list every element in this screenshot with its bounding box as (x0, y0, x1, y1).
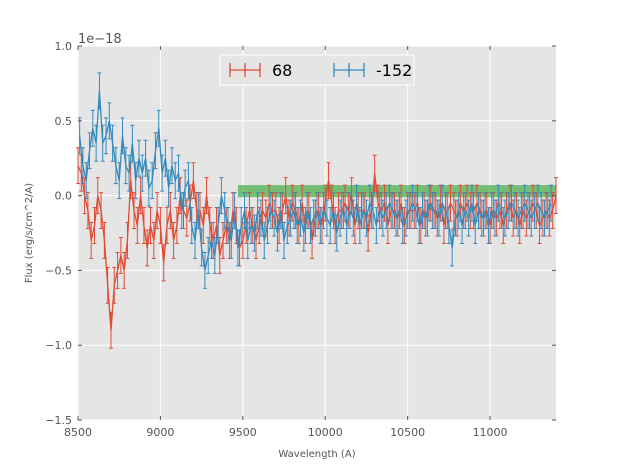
y-tick-label: −0.5 (45, 264, 72, 277)
plot-background (78, 46, 556, 420)
x-tick-label: 8500 (64, 426, 92, 439)
x-tick-label: 10000 (308, 426, 343, 439)
y-tick-label: 1.0 (55, 40, 73, 53)
legend-entry: -152 (333, 61, 412, 80)
y-tick-label: −1.5 (45, 414, 72, 427)
y-offset-label: 1e−18 (78, 32, 122, 47)
x-tick-label: 9500 (229, 426, 257, 439)
x-tick-label: 11000 (473, 426, 508, 439)
series-line (78, 90, 552, 271)
highlight-band (237, 185, 556, 198)
y-axis-label: Flux (erg/s/cm^2/A) (24, 183, 35, 283)
legend-label: -152 (376, 61, 412, 80)
y-tick-label: −1.0 (45, 339, 72, 352)
series-blue (77, 72, 554, 289)
x-tick-label: 9000 (146, 426, 174, 439)
y-tick-label: 0.0 (55, 190, 73, 203)
series-layer (76, 72, 558, 349)
y-axis: 1.0 0.5 0.0 −0.5 −1.0 −1.5 (45, 40, 556, 427)
legend-label: 68 (272, 61, 292, 80)
legend: 68 -152 (219, 54, 415, 86)
x-axis: 8500 9000 9500 10000 10500 11000 (64, 46, 508, 439)
legend-entry: 68 (229, 61, 292, 80)
y-tick-label: 0.5 (55, 115, 73, 128)
x-tick-label: 10500 (390, 426, 425, 439)
x-axis-label: Wavelength (A) (278, 449, 355, 460)
